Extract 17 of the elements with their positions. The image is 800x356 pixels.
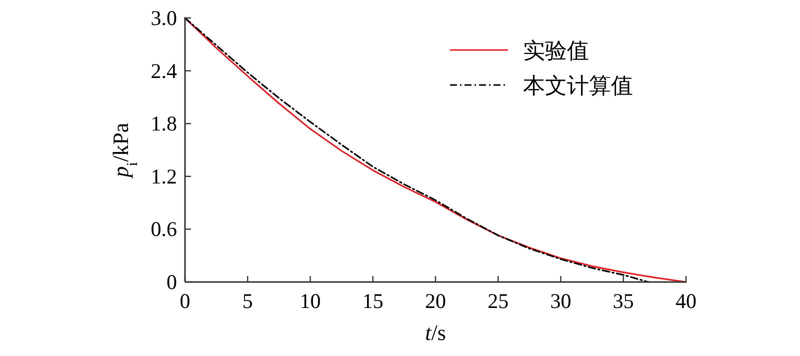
x-tick-label: 15 <box>362 289 384 313</box>
x-tick-label: 20 <box>425 289 446 313</box>
y-tick-label: 1.8 <box>150 112 177 136</box>
legend-label: 实验值 <box>523 39 589 64</box>
x-tick-label: 35 <box>612 289 634 313</box>
y-tick-label: 0.6 <box>150 217 177 242</box>
y-tick-label: 3.0 <box>150 6 177 30</box>
y-tick-label: 1.2 <box>150 164 177 188</box>
y-tick-label: 0 <box>166 270 177 294</box>
x-tick-label: 30 <box>550 289 572 313</box>
x-tick-label: 25 <box>488 289 509 313</box>
x-tick-label: 40 <box>676 289 696 313</box>
y-tick-label: 2.4 <box>150 58 178 83</box>
legend-label: 本文计算值 <box>523 74 633 99</box>
x-tick-label: 5 <box>242 289 253 313</box>
x-axis-title: t/s <box>425 320 446 345</box>
x-tick-label: 10 <box>300 289 321 313</box>
